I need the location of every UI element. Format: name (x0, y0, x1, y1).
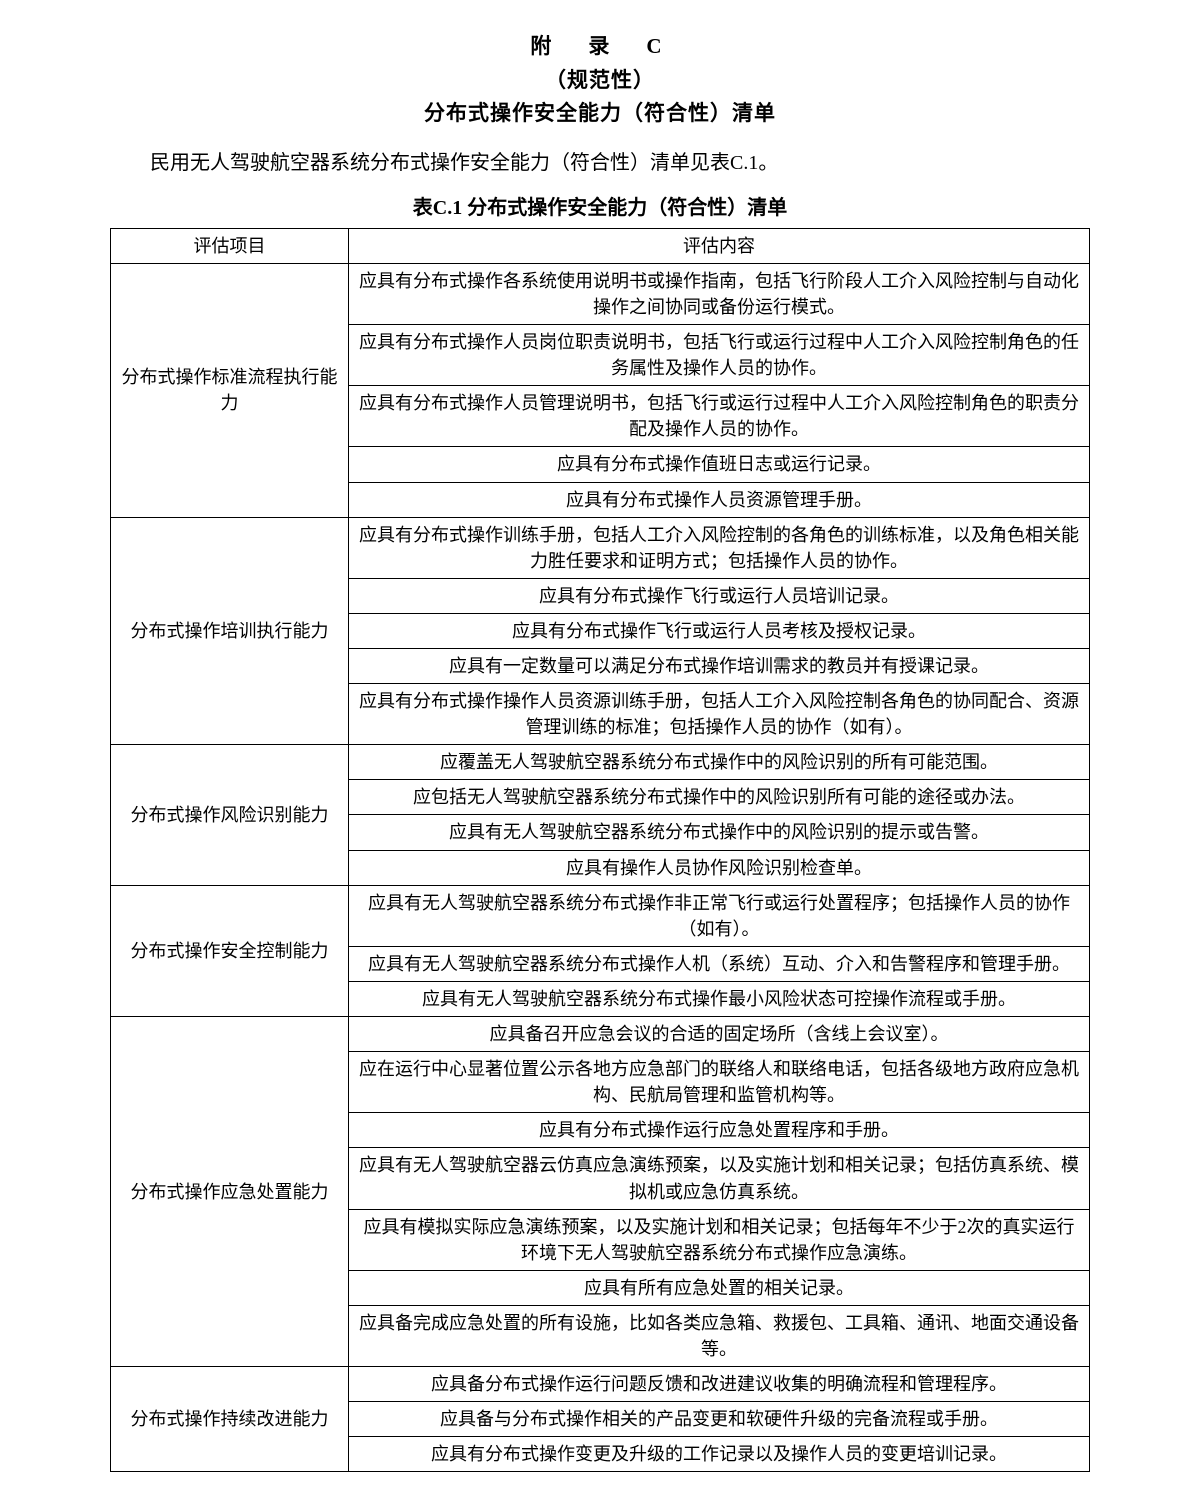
table-row: 分布式操作标准流程执行能力应具有分布式操作各系统使用说明书或操作指南，包括飞行阶… (111, 263, 1090, 324)
content-cell: 应具有分布式操作人员岗位职责说明书，包括飞行或运行过程中人工介入风险控制角色的任… (349, 325, 1090, 386)
checklist-table: 评估项目 评估内容 分布式操作标准流程执行能力应具有分布式操作各系统使用说明书或… (110, 228, 1090, 1473)
content-cell: 应具备完成应急处置的所有设施，比如各类应急箱、救援包、工具箱、通讯、地面交通设备… (349, 1305, 1090, 1366)
table-row: 分布式操作培训执行能力应具有分布式操作训练手册，包括人工介入风险控制的各角色的训… (111, 517, 1090, 578)
section-title-cell: 分布式操作持续改进能力 (111, 1367, 349, 1472)
content-cell: 应具有无人驾驶航空器系统分布式操作人机（系统）互动、介入和告警程序和管理手册。 (349, 946, 1090, 981)
col-header-left: 评估项目 (111, 228, 349, 263)
table-row: 分布式操作持续改进能力应具备分布式操作运行问题反馈和改进建议收集的明确流程和管理… (111, 1367, 1090, 1402)
content-cell: 应具有分布式操作人员资源管理手册。 (349, 482, 1090, 517)
section-title-cell: 分布式操作应急处置能力 (111, 1017, 349, 1367)
content-cell: 应具有无人驾驶航空器系统分布式操作最小风险状态可控操作流程或手册。 (349, 981, 1090, 1016)
section-title-cell: 分布式操作安全控制能力 (111, 885, 349, 1016)
content-cell: 应具有分布式操作各系统使用说明书或操作指南，包括飞行阶段人工介入风险控制与自动化… (349, 263, 1090, 324)
content-cell: 应具有分布式操作人员管理说明书，包括飞行或运行过程中人工介入风险控制角色的职责分… (349, 386, 1090, 447)
content-cell: 应具有无人驾驶航空器云仿真应急演练预案，以及实施计划和相关记录；包括仿真系统、模… (349, 1148, 1090, 1209)
content-cell: 应具有分布式操作训练手册，包括人工介入风险控制的各角色的训练标准，以及角色相关能… (349, 517, 1090, 578)
appendix-line2: （规范性） (110, 64, 1090, 98)
section-title-cell: 分布式操作风险识别能力 (111, 745, 349, 885)
content-cell: 应具有所有应急处置的相关记录。 (349, 1270, 1090, 1305)
content-cell: 应具有模拟实际应急演练预案，以及实施计划和相关记录；包括每年不少于2次的真实运行… (349, 1209, 1090, 1270)
col-header-right: 评估内容 (349, 228, 1090, 263)
content-cell: 应具有分布式操作操作人员资源训练手册，包括人工介入风险控制各角色的协同配合、资源… (349, 684, 1090, 745)
appendix-line3: 分布式操作安全能力（符合性）清单 (110, 97, 1090, 131)
table-body: 分布式操作标准流程执行能力应具有分布式操作各系统使用说明书或操作指南，包括飞行阶… (111, 263, 1090, 1471)
content-cell: 应具备召开应急会议的合适的固定场所（含线上会议室）。 (349, 1017, 1090, 1052)
section-title-cell: 分布式操作培训执行能力 (111, 517, 349, 745)
section-title-cell: 分布式操作标准流程执行能力 (111, 263, 349, 517)
content-cell: 应具有分布式操作值班日志或运行记录。 (349, 447, 1090, 482)
content-cell: 应具有分布式操作飞行或运行人员培训记录。 (349, 578, 1090, 613)
content-cell: 应具备分布式操作运行问题反馈和改进建议收集的明确流程和管理程序。 (349, 1367, 1090, 1402)
table-row: 分布式操作安全控制能力应具有无人驾驶航空器系统分布式操作非正常飞行或运行处置程序… (111, 885, 1090, 946)
table-row: 分布式操作应急处置能力应具备召开应急会议的合适的固定场所（含线上会议室）。 (111, 1017, 1090, 1052)
content-cell: 应具有一定数量可以满足分布式操作培训需求的教员并有授课记录。 (349, 649, 1090, 684)
content-cell: 应具备与分布式操作相关的产品变更和软硬件升级的完备流程或手册。 (349, 1402, 1090, 1437)
content-cell: 应具有分布式操作运行应急处置程序和手册。 (349, 1113, 1090, 1148)
intro-paragraph: 民用无人驾驶航空器系统分布式操作安全能力（符合性）清单见表C.1。 (110, 145, 1090, 181)
content-cell: 应在运行中心显著位置公示各地方应急部门的联络人和联络电话，包括各级地方政府应急机… (349, 1052, 1090, 1113)
content-cell: 应具有无人驾驶航空器系统分布式操作非正常飞行或运行处置程序；包括操作人员的协作（… (349, 885, 1090, 946)
content-cell: 应覆盖无人驾驶航空器系统分布式操作中的风险识别的所有可能范围。 (349, 745, 1090, 780)
content-cell: 应具有无人驾驶航空器系统分布式操作中的风险识别的提示或告警。 (349, 815, 1090, 850)
appendix-header: 附 录 C （规范性） 分布式操作安全能力（符合性）清单 (110, 30, 1090, 131)
content-cell: 应具有分布式操作飞行或运行人员考核及授权记录。 (349, 613, 1090, 648)
page: 附 录 C （规范性） 分布式操作安全能力（符合性）清单 民用无人驾驶航空器系统… (0, 0, 1200, 1512)
content-cell: 应具有分布式操作变更及升级的工作记录以及操作人员的变更培训记录。 (349, 1437, 1090, 1472)
content-cell: 应包括无人驾驶航空器系统分布式操作中的风险识别所有可能的途径或办法。 (349, 780, 1090, 815)
table-row: 分布式操作风险识别能力应覆盖无人驾驶航空器系统分布式操作中的风险识别的所有可能范… (111, 745, 1090, 780)
appendix-line1: 附 录 C (110, 30, 1090, 64)
content-cell: 应具有操作人员协作风险识别检查单。 (349, 850, 1090, 885)
table-caption: 表C.1 分布式操作安全能力（符合性）清单 (110, 191, 1090, 220)
table-header-row: 评估项目 评估内容 (111, 228, 1090, 263)
